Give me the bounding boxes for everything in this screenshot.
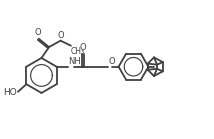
Text: NH: NH: [68, 57, 81, 66]
Text: O: O: [57, 32, 64, 40]
Text: O: O: [109, 57, 115, 66]
Text: CH₃: CH₃: [71, 47, 85, 56]
Text: HO: HO: [3, 88, 17, 97]
Text: O: O: [80, 43, 86, 52]
Text: O: O: [34, 28, 41, 37]
